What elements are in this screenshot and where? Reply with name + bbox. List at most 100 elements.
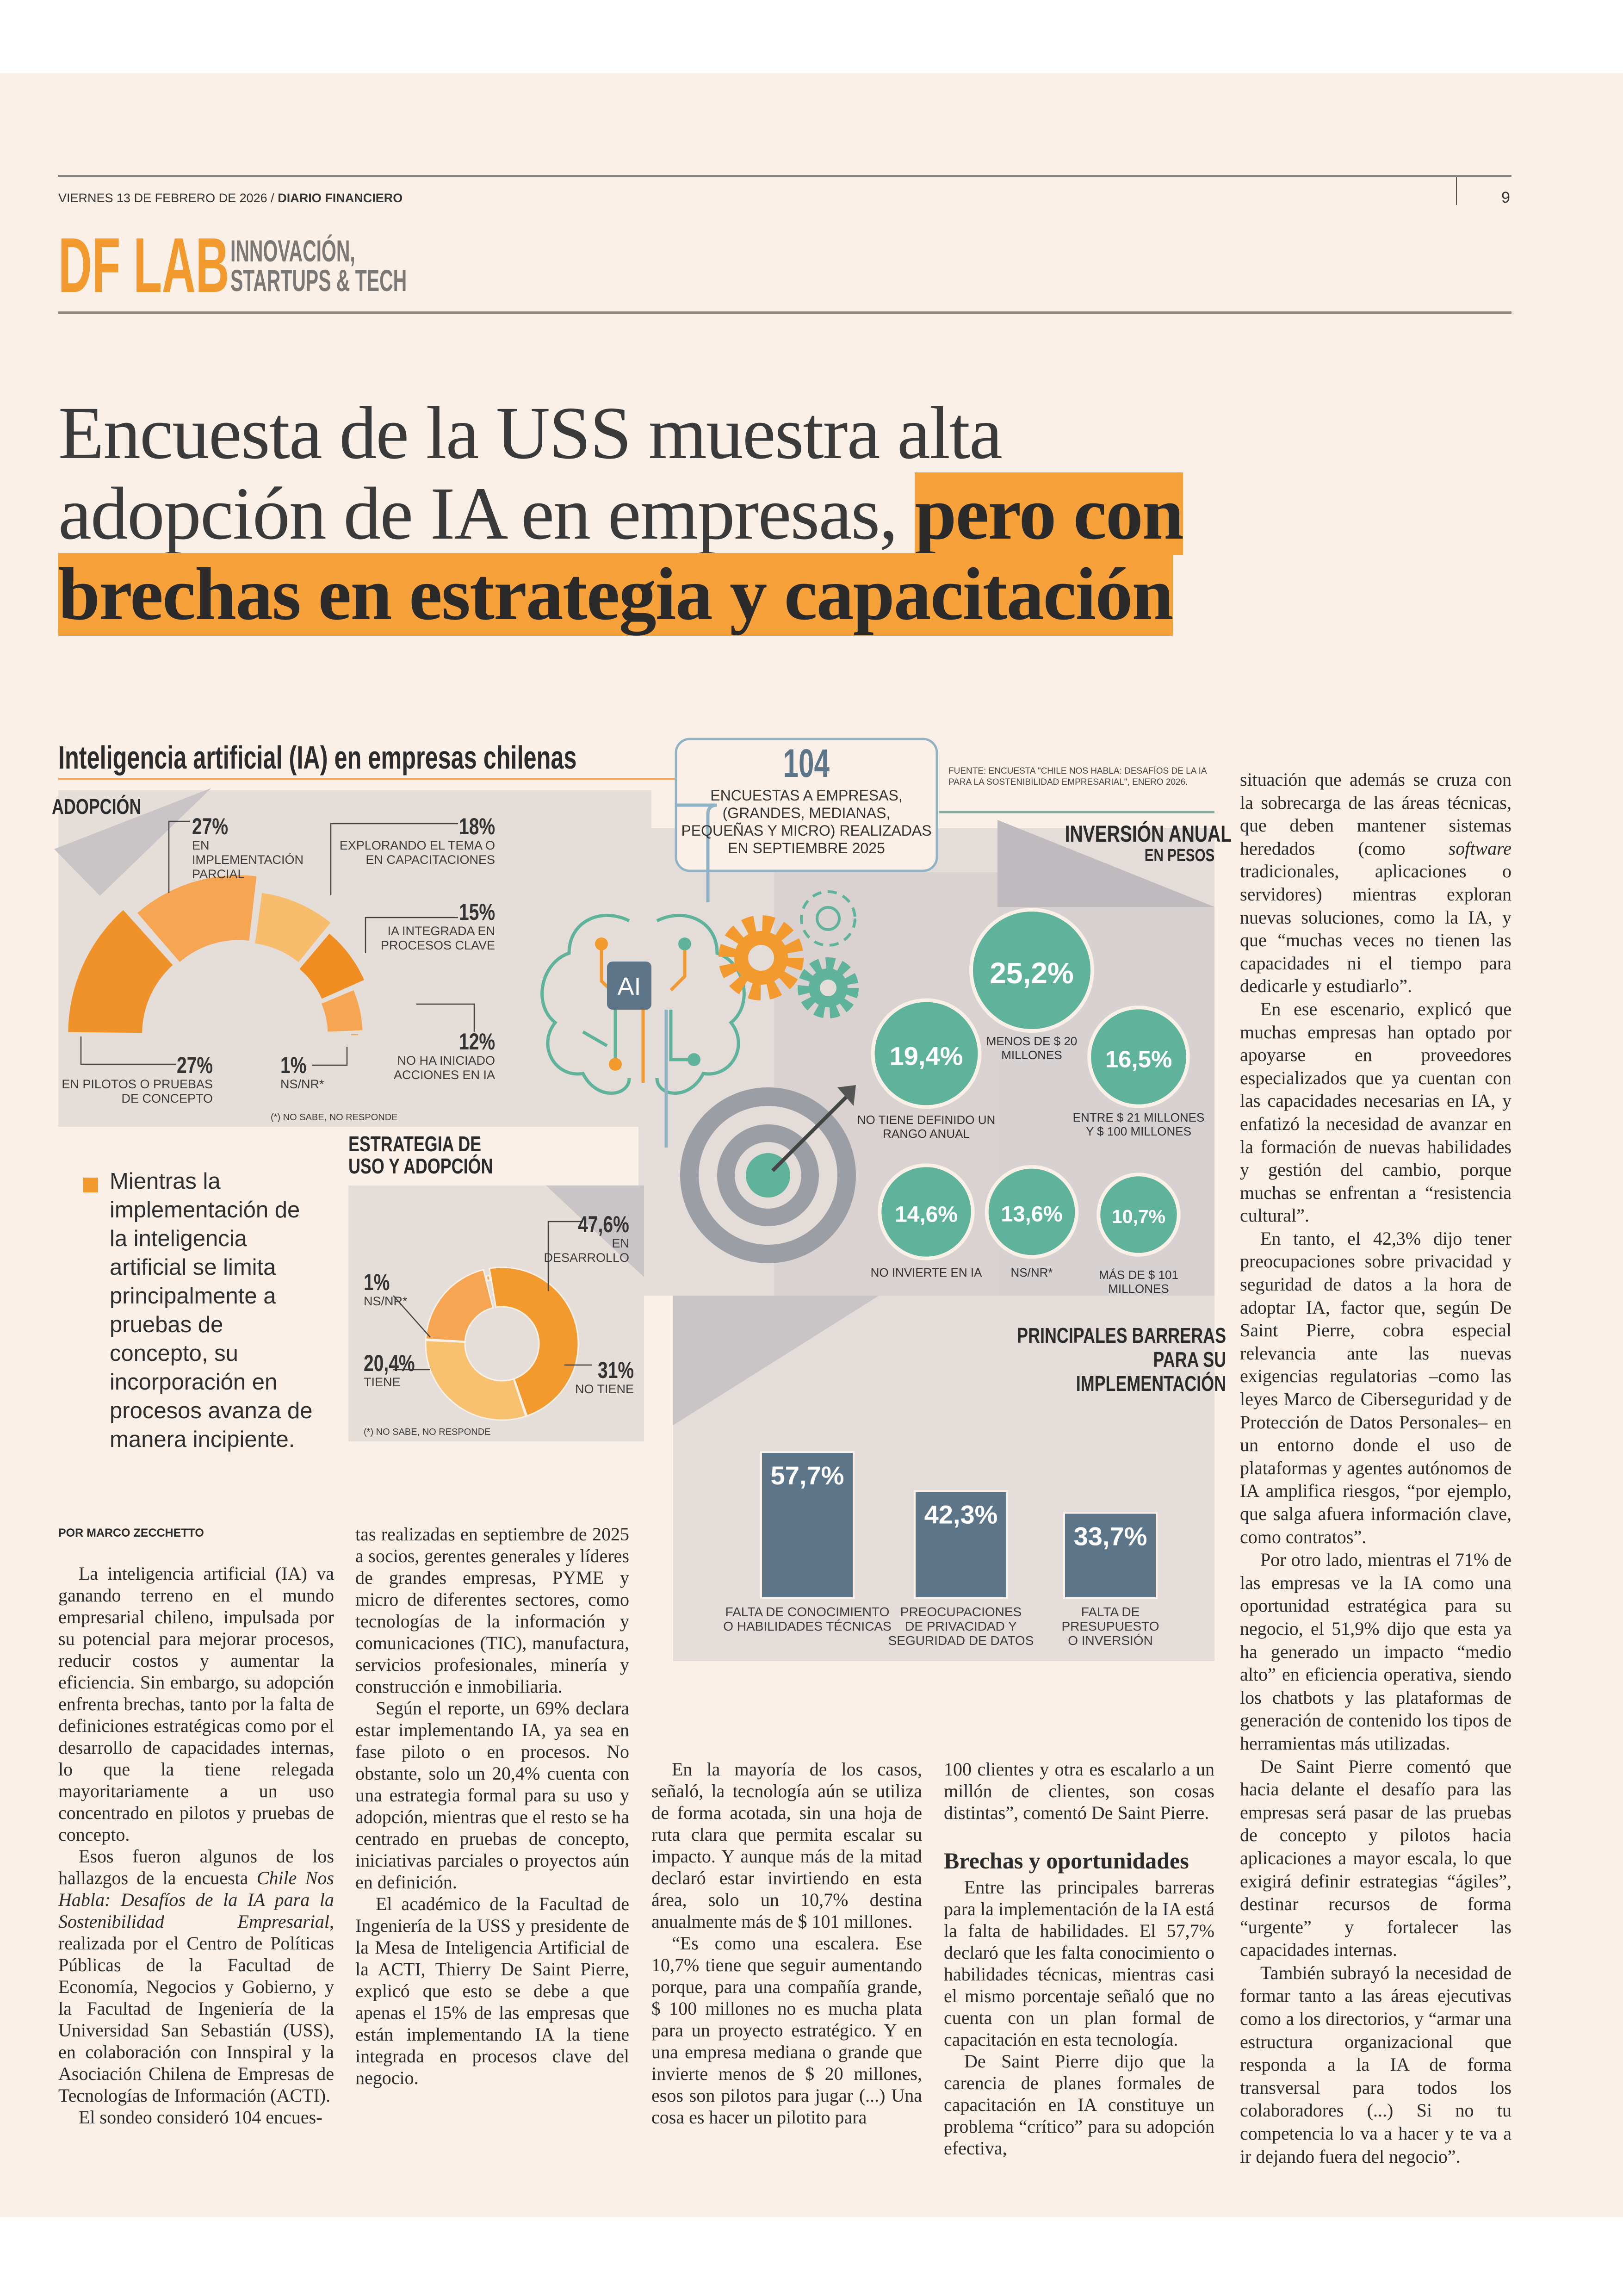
- headline-highlight: pero con: [915, 472, 1184, 555]
- adoption-segment: [137, 875, 257, 962]
- investment-bubble: [1091, 1009, 1186, 1105]
- headline-line2: adopción de IA en empresas, pero con: [58, 472, 1184, 555]
- paragraph: De Saint Pierre comentó que hacia delant…: [1240, 1756, 1511, 1961]
- barriers-panel-shadow: [673, 1296, 879, 1425]
- adoption-note: (*) NO SABE, NO RESPONDE: [271, 1112, 398, 1123]
- strategy-label-no-tiene: 31% NO TIENE: [537, 1358, 634, 1396]
- label-value: 18%: [458, 813, 495, 839]
- adoption-panel-shadow: [54, 788, 211, 896]
- strategy-segment: [485, 1274, 491, 1282]
- barrier-bar-label: FALTA DE CONOCIMIENTO O HABILIDADES TÉCNI…: [723, 1605, 892, 1633]
- strategy-segment: [489, 1266, 579, 1417]
- investment-bubble-label: NO TIENE DEFINIDO UN RANGO ANUAL: [857, 1113, 996, 1141]
- barrier-bar: [760, 1451, 855, 1599]
- adoption-label-implementacion: 27% EN IMPLEMENTACIÓN PARCIAL: [192, 814, 312, 881]
- headline-line2-text: adopción de IA en empresas,: [58, 472, 898, 555]
- adoption-segment: [255, 893, 331, 962]
- circuit-node-icon: [609, 1058, 622, 1071]
- barrier-bar: [1063, 1512, 1158, 1599]
- strategy-label-nsnr: 1% NS/NR*: [364, 1270, 408, 1309]
- circuit-node-icon: [688, 1053, 700, 1066]
- headline: Encuesta de la USS muestra alta adopción…: [58, 393, 1184, 636]
- adoption-label-no-iniciado: 12% NO HA INICIADO ACCIONES EN IA: [370, 1030, 495, 1082]
- investment-bubble-value: 16,5%: [1105, 1046, 1172, 1073]
- label-text: EN IMPLEMENTACIÓN PARCIAL: [192, 838, 304, 881]
- strategy-label-tiene: 20,4% TIENE: [364, 1351, 429, 1390]
- paragraph: El sondeo consideró 104 encues-: [79, 2107, 322, 2128]
- ai-chip-icon: [607, 962, 651, 1010]
- section-line2: STARTUPS & TECH: [230, 263, 407, 298]
- strategy-heading: ESTRATEGIA DE USO Y ADOPCIÓN: [348, 1133, 533, 1177]
- date-text: VIERNES 13 DE FEBRERO DE 2026 /: [58, 191, 274, 205]
- label-text: EN PILOTOS O PRUEBAS DE CONCEPTO: [62, 1077, 213, 1105]
- survey-desc-line: PEQUEÑAS Y MICRO) REALIZADAS: [681, 822, 932, 839]
- section-line1: INNOVACIÓN,: [230, 234, 355, 268]
- label-value: 27%: [176, 1052, 213, 1078]
- barrier-bar-value: 33,7%: [1074, 1521, 1147, 1551]
- adoption-segment: [299, 933, 364, 999]
- df-lab-logo: DF LAB: [58, 222, 229, 309]
- barrier-bar: [914, 1490, 1008, 1599]
- section-name: INNOVACIÓN, STARTUPS & TECH: [230, 234, 515, 298]
- paragraph: Según el reporte, un 69% declara estar i…: [355, 1698, 629, 1893]
- survey-desc-line: ENCUESTAS A EMPRESAS,: [710, 787, 903, 804]
- investment-bubble-label: MENOS DE $ 20 MILLONES: [986, 1034, 1078, 1062]
- pullquote-marker-icon: [83, 1178, 98, 1192]
- strategy-segment: [425, 1269, 494, 1342]
- label-text: TIENE: [364, 1375, 401, 1389]
- barriers-chart: 57,7% 42,3% 33,7%: [760, 1451, 1158, 1599]
- ai-chip-label: AI: [617, 973, 641, 1000]
- label-text: EN DESARROLLO: [544, 1236, 629, 1265]
- investment-bubble-value: 10,7%: [1112, 1206, 1165, 1227]
- strategy-label-desarrollo: 47,6% EN DESARROLLO: [537, 1212, 629, 1265]
- byline: POR MARCO ZECCHETTO: [58, 1527, 204, 1539]
- barrier-bar-label: FALTA DE PRESUPUESTO O INVERSIÓN: [1061, 1605, 1159, 1648]
- label-value: 15%: [458, 899, 495, 925]
- article-column-4: 100 clientes y otra es escalarlo a un mi…: [944, 1758, 1214, 2159]
- label-text: NS/NR*: [364, 1294, 408, 1308]
- adoption-label-pilotos: 27% EN PILOTOS O PRUEBAS DE CONCEPTO: [60, 1053, 213, 1106]
- circuit-node-icon: [678, 937, 691, 950]
- investment-chart: 25,2% 19,4% 16,5% 14,6% 13,6% 10,7%: [871, 907, 1190, 1260]
- investment-bubble-label: NO INVIERTE EN IA: [870, 1266, 982, 1279]
- investment-bubble: [973, 911, 1091, 1030]
- survey-count: 104: [676, 743, 937, 784]
- header-divider: [1456, 177, 1457, 205]
- survey-desc-line: (GRANDES, MEDIANAS,: [722, 805, 891, 821]
- investment-bubble: [988, 1168, 1075, 1255]
- gear-icon: [719, 915, 804, 1000]
- survey-desc-line: EN SEPTIEMBRE 2025: [728, 840, 885, 856]
- article-column-2: tas realizadas en septiembre de 2025 a s…: [355, 1523, 629, 2089]
- strategy-panel-shadow: [546, 1185, 644, 1277]
- headline-line3: brechas en estrategia y capacitación: [58, 553, 1183, 636]
- investment-bubble-value: 25,2%: [990, 956, 1073, 990]
- label-text: EXPLORANDO EL TEMA O EN CAPACITACIONES: [339, 838, 495, 867]
- header-top-rule: [58, 175, 1511, 177]
- source-line: FUENTE: ENCUESTA "CHILE NOS HABLA: DESAF…: [948, 766, 1207, 776]
- strategy-segment: [425, 1340, 527, 1421]
- dateline: VIERNES 13 DE FEBRERO DE 2026 / DIARIO F…: [58, 191, 403, 205]
- barriers-heading-text: PRINCIPALES BARRERAS PARA SU IMPLEMENTAC…: [1017, 1323, 1226, 1396]
- survey-description: ENCUESTAS A EMPRESAS, (GRANDES, MEDIANAS…: [676, 787, 937, 857]
- label-text: NS/NR*: [280, 1077, 324, 1091]
- source-note: FUENTE: ENCUESTA "CHILE NOS HABLA: DESAF…: [948, 766, 1207, 788]
- pullquote: Mientras la implementación de la intelig…: [110, 1169, 313, 1452]
- paragraph: En la mayoría de los casos, señaló, la t…: [651, 1759, 922, 1932]
- investment-bubble-label: NS/NR*: [1010, 1266, 1053, 1279]
- adoption-label-explorando: 18% EXPLORANDO EL TEMA O EN CAPACITACION…: [324, 814, 495, 867]
- barriers-heading: PRINCIPALES BARRERAS PARA SU IMPLEMENTAC…: [948, 1323, 1226, 1396]
- label-text: NO HA INICIADO ACCIONES EN IA: [393, 1054, 495, 1082]
- survey-count-value: 104: [783, 741, 830, 786]
- paragraph: En tanto, el 42,3% dijo tener preocupaci…: [1240, 1228, 1511, 1547]
- barrier-bar-label: PREOCUPACIONES DE PRIVACIDAD Y SEGURIDAD D…: [888, 1605, 1034, 1648]
- paragraph: 100 clientes y otra es escalarlo a un mi…: [944, 1759, 1214, 1823]
- investment-panel-shadow: [997, 820, 1214, 907]
- target-icon: [680, 1085, 856, 1263]
- gear-teal-icon: [798, 957, 859, 1018]
- adoption-chart: [68, 875, 364, 1036]
- infographic-title: Inteligencia artificial (IA) en empresas…: [58, 740, 778, 775]
- barrier-bar-value: 57,7%: [771, 1461, 844, 1490]
- label-value: 20,4%: [364, 1350, 415, 1376]
- investment-bubble: [1100, 1176, 1177, 1253]
- paragraph: De Saint Pierre dijo que la carencia de …: [944, 2051, 1214, 2159]
